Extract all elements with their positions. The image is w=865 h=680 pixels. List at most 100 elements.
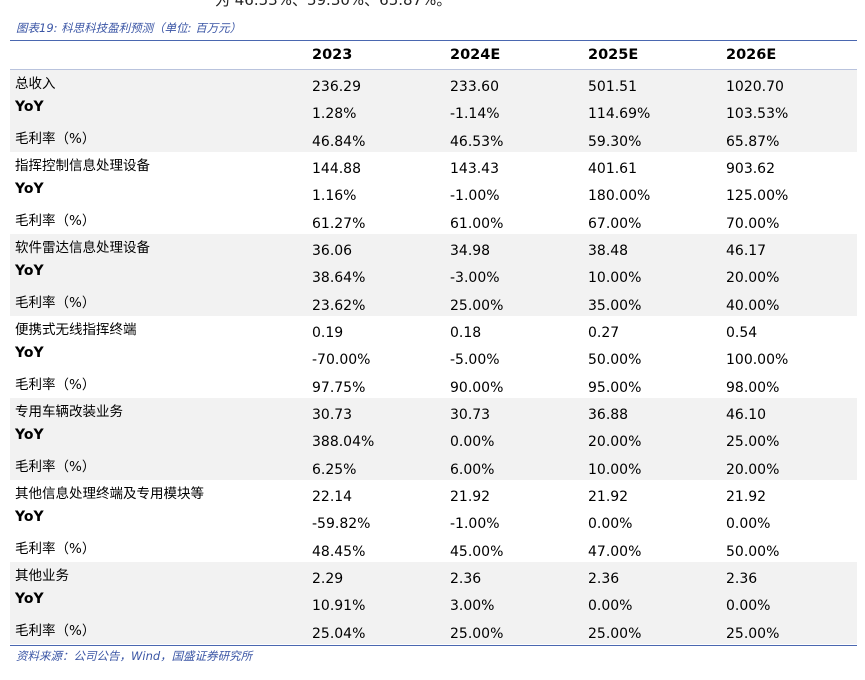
yoy-row: YoY 10.91% 3.00% 0.00% 0.00%: [10, 589, 857, 616]
gross-margin-row: 毛利率（%） 61.27% 61.00% 67.00% 70.00%: [10, 207, 857, 234]
gross-margin-row: 毛利率（%） 23.62% 25.00% 35.00% 40.00%: [10, 289, 857, 316]
table-cell: 21.92: [588, 489, 629, 505]
table-header-row: 2023 2024E 2025E 2026E: [10, 42, 857, 70]
table-cell: 0.00%: [450, 434, 495, 451]
table-cell: -1.14%: [450, 106, 500, 123]
table-cell: 38.64%: [312, 270, 366, 287]
table-cell: 0.19: [312, 325, 344, 341]
table-body: 总收入 236.29 233.60 501.51 1020.70 YoY 1.28% -1.1…: [10, 70, 857, 644]
table-cell: 45.00%: [450, 543, 504, 560]
table-cell: 388.04%: [312, 434, 375, 451]
table-cell: 401.61: [588, 161, 637, 177]
gross-margin-row: 毛利率（%） 48.45% 45.00% 47.00% 50.00%: [10, 535, 857, 562]
yoy-row-label: YoY: [15, 509, 44, 526]
yoy-row-label: YoY: [15, 345, 44, 362]
yoy-row-label: YoY: [15, 427, 44, 444]
yoy-row: YoY 1.16% -1.00% 180.00% 125.00%: [10, 179, 857, 206]
yoy-row-label: YoY: [15, 99, 44, 116]
table-cell: 0.00%: [588, 516, 633, 533]
yoy-row: YoY -59.82% -1.00% 0.00% 0.00%: [10, 507, 857, 534]
yoy-row-label: YoY: [15, 591, 44, 608]
table-cell: 20.00%: [726, 270, 780, 287]
yoy-row: YoY 38.64% -3.00% 10.00% 20.00%: [10, 261, 857, 288]
yoy-row: YoY -70.00% -5.00% 50.00% 100.00%: [10, 343, 857, 370]
table-cell: 25.00%: [450, 625, 504, 642]
gross-margin-row-label: 毛利率（%）: [15, 622, 96, 639]
table-cell: 0.00%: [588, 598, 633, 615]
table-cell: 20.00%: [588, 434, 642, 451]
table-cell: 2.36: [726, 571, 758, 587]
table-cell: 50.00%: [588, 352, 642, 369]
revenue-row-label: 便携式无线指挥终端: [15, 322, 137, 338]
table-cell: 180.00%: [588, 188, 651, 205]
table-cell: 2.29: [312, 571, 344, 587]
table-cell: 10.00%: [588, 270, 642, 287]
table-cell: 6.25%: [312, 461, 357, 478]
table-cell: 25.00%: [726, 434, 780, 451]
table-cell: 501.51: [588, 79, 637, 95]
table-cell: 10.91%: [312, 598, 366, 615]
gross-margin-row-label: 毛利率（%）: [15, 212, 96, 229]
table-cell: 97.75%: [312, 379, 366, 396]
table-cell: 23.62%: [312, 297, 366, 314]
revenue-row-label: 专用车辆改装业务: [15, 404, 123, 420]
table-cell: 46.10: [726, 407, 767, 423]
table-cell: -1.00%: [450, 516, 500, 533]
revenue-row-label: 总收入: [15, 76, 56, 92]
table-cell: 25.00%: [450, 297, 504, 314]
table-cell: 1020.70: [726, 79, 784, 95]
table-cell: 95.00%: [588, 379, 642, 396]
gross-margin-row-label: 毛利率（%）: [15, 376, 96, 393]
revenue-row-label: 指挥控制信息处理设备: [15, 158, 150, 174]
table-cell: 0.00%: [726, 598, 771, 615]
gross-margin-row: 毛利率（%） 25.04% 25.00% 25.00% 25.00%: [10, 617, 857, 644]
table-cell: 34.98: [450, 243, 491, 259]
gross-margin-row-label: 毛利率（%）: [15, 130, 96, 147]
table-cell: 21.92: [726, 489, 767, 505]
revenue-row-label: 其他信息处理终端及专用模块等: [15, 486, 204, 502]
table-cell: 114.69%: [588, 106, 651, 123]
table-cell: 25.00%: [726, 625, 780, 642]
header-year-2026e: 2026E: [726, 47, 777, 63]
revenue-row-label: 软件雷达信息处理设备: [15, 240, 150, 256]
table-cell: 70.00%: [726, 215, 780, 232]
table-cell: 30.73: [312, 407, 353, 423]
preceding-text-fragment: 为 46.53%、59.30%、65.87%。: [215, 0, 452, 9]
table-cell: 1.28%: [312, 106, 357, 123]
table-cell: 6.00%: [450, 461, 495, 478]
yoy-row-label: YoY: [15, 181, 44, 198]
revenue-row: 指挥控制信息处理设备 144.88 143.43 401.61 903.62: [10, 152, 857, 179]
segment-group: 专用车辆改装业务 30.73 30.73 36.88 46.10 YoY 388.04% 0.…: [10, 398, 857, 480]
revenue-row: 软件雷达信息处理设备 36.06 34.98 38.48 46.17: [10, 234, 857, 261]
source-note: 资料来源：公司公告，Wind，国盛证券研究所: [16, 649, 253, 663]
segment-group: 其他信息处理终端及专用模块等 22.14 21.92 21.92 21.92 YoY -59…: [10, 480, 857, 562]
table-cell: 59.30%: [588, 133, 642, 150]
table-cell: 25.04%: [312, 625, 366, 642]
gross-margin-row-label: 毛利率（%）: [15, 294, 96, 311]
gross-margin-row: 毛利率（%） 97.75% 90.00% 95.00% 98.00%: [10, 371, 857, 398]
gross-margin-row-label: 毛利率（%）: [15, 458, 96, 475]
table-cell: 3.00%: [450, 598, 495, 615]
table-cell: 1.16%: [312, 188, 357, 205]
segment-group: 其他业务 2.29 2.36 2.36 2.36 YoY 10.91% 3.00% 0.00% 0…: [10, 562, 857, 644]
table-cell: 2.36: [588, 571, 620, 587]
table-cell: 0.18: [450, 325, 482, 341]
gross-margin-row-label: 毛利率（%）: [15, 540, 96, 557]
table-cell: 40.00%: [726, 297, 780, 314]
table-cell: 90.00%: [450, 379, 504, 396]
table-cell: 61.27%: [312, 215, 366, 232]
table-cell: 61.00%: [450, 215, 504, 232]
gross-margin-row: 毛利率（%） 6.25% 6.00% 10.00% 20.00%: [10, 453, 857, 480]
table-cell: 46.17: [726, 243, 767, 259]
table-cell: 125.00%: [726, 188, 789, 205]
table-cell: -59.82%: [312, 516, 371, 533]
table-cell: 35.00%: [588, 297, 642, 314]
table-cell: 38.48: [588, 243, 629, 259]
table-cell: 36.06: [312, 243, 353, 259]
table-cell: 50.00%: [726, 543, 780, 560]
table-cell: 903.62: [726, 161, 775, 177]
header-year-2023: 2023: [312, 47, 353, 63]
table-cell: -3.00%: [450, 270, 500, 287]
table-cell: 98.00%: [726, 379, 780, 396]
table-cell: 46.53%: [450, 133, 504, 150]
